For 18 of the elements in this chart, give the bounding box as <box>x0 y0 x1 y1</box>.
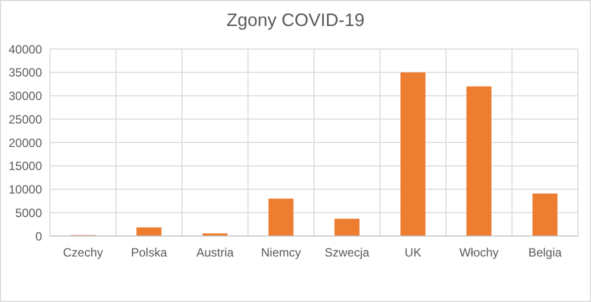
x-tick-label: Belgia <box>528 246 562 260</box>
x-tick-label: Austria <box>196 246 234 260</box>
y-tick-label: 10000 <box>8 182 42 197</box>
y-tick-label: 30000 <box>8 89 42 104</box>
x-tick-label: Czechy <box>62 246 104 260</box>
y-tick-label: 40000 <box>8 42 42 56</box>
y-tick-label: 35000 <box>8 66 42 80</box>
y-tick-label: 5000 <box>15 206 42 220</box>
x-tick-label: Włochy <box>459 246 499 260</box>
y-tick-label: 15000 <box>8 159 42 174</box>
x-tick-label: Szwecja <box>324 246 370 260</box>
y-tick-label: 20000 <box>8 136 42 150</box>
x-tick-label: Niemcy <box>260 246 302 260</box>
y-tick-label: 0 <box>35 229 42 244</box>
x-tick-label: UK <box>404 246 422 260</box>
y-tick-label: 25000 <box>8 112 42 126</box>
chart-title: Zgony COVID-19 <box>225 10 366 31</box>
x-tick-label: Polska <box>130 246 168 260</box>
